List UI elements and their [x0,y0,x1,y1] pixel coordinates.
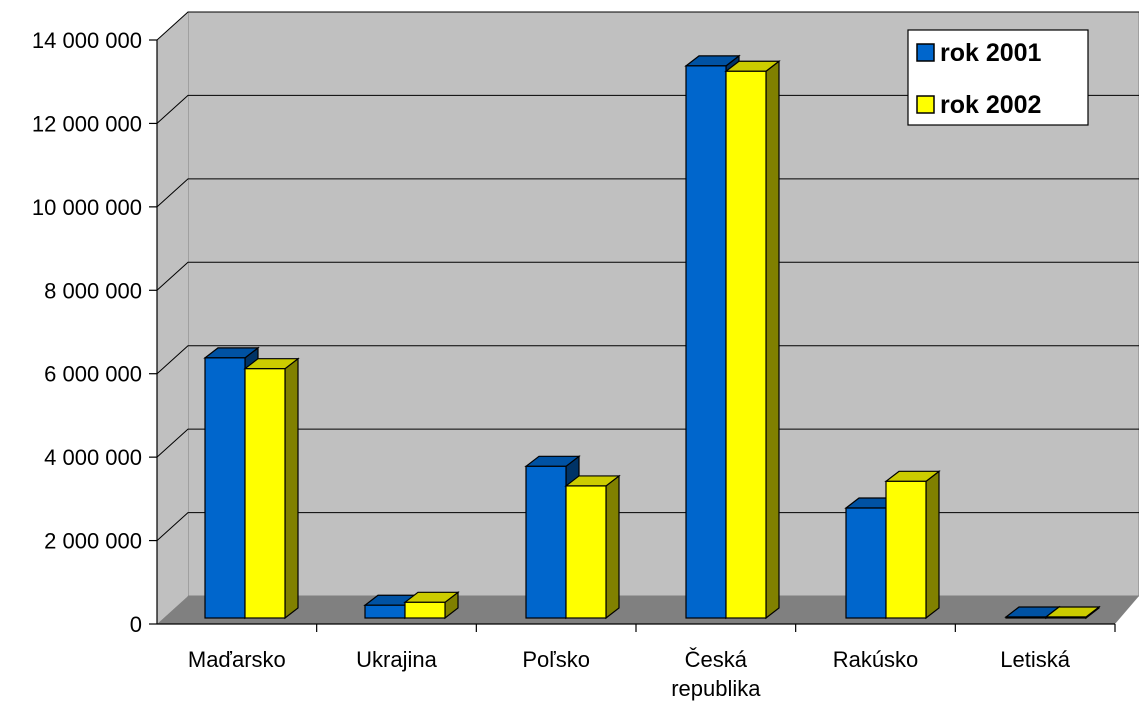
gridline [156,94,1139,124]
y-tick-label: 6 000 000 [44,362,142,387]
bar [564,474,621,620]
legend-swatch-2001 [916,43,935,62]
category-label: Letiská [1000,647,1070,672]
bar [884,470,941,620]
category-label: Ukrajina [356,647,437,672]
bar [724,60,781,620]
bar [403,591,460,620]
bar-front [204,357,246,619]
category-label: republika [671,676,761,701]
x-axis: Maďarsko Ukrajina Poľsko Česká republika Rakú… [157,623,1116,701]
category-label: Česká [685,647,748,672]
bar-front [1045,616,1087,619]
side-wall [157,12,188,624]
bar-front [685,65,727,619]
bar-front [525,465,567,619]
gridline [156,428,1139,458]
gridline [156,345,1139,375]
gridline [156,512,1139,541]
gridlines [156,11,1139,541]
y-tick-label: 0 [130,612,142,637]
bar-front [565,485,607,619]
bar-front [885,480,927,619]
category-label: Poľsko [522,647,590,672]
bar [1044,605,1101,620]
y-tick-label: 10 000 000 [32,195,142,220]
legend-box [907,29,1089,126]
y-tick-label: 4 000 000 [44,445,142,470]
bar-side [765,60,780,620]
floor [157,596,1139,624]
y-axis: 0 2 000 000 4 000 000 6 000 000 8 000 000 10 … [32,28,158,637]
bar-front [1005,616,1047,619]
legend-swatch-2002 [916,95,935,114]
bar-front [364,604,406,619]
legend-label-2001: rok 2001 [940,39,1042,67]
legend: rok 2001 rok 2002 [907,29,1089,126]
y-tick-label: 8 000 000 [44,278,142,303]
y-tick-label: 14 000 000 [32,28,142,53]
bars [203,54,1101,620]
bar-front [244,368,286,619]
gridline [156,11,1139,41]
bar-front [845,507,887,619]
bar-side [284,357,299,620]
category-label: Rakúsko [833,647,919,672]
gridline [156,178,1139,208]
gridline [156,261,1139,291]
bar [243,357,300,620]
bar-side [925,470,940,620]
legend-label-2002: rok 2002 [940,91,1041,119]
y-tick-label: 12 000 000 [32,111,142,136]
bar-front [404,601,446,619]
bar-front [725,70,767,619]
category-label: Maďarsko [188,647,286,672]
y-tick-label: 2 000 000 [44,529,142,554]
bar-side [605,474,620,620]
